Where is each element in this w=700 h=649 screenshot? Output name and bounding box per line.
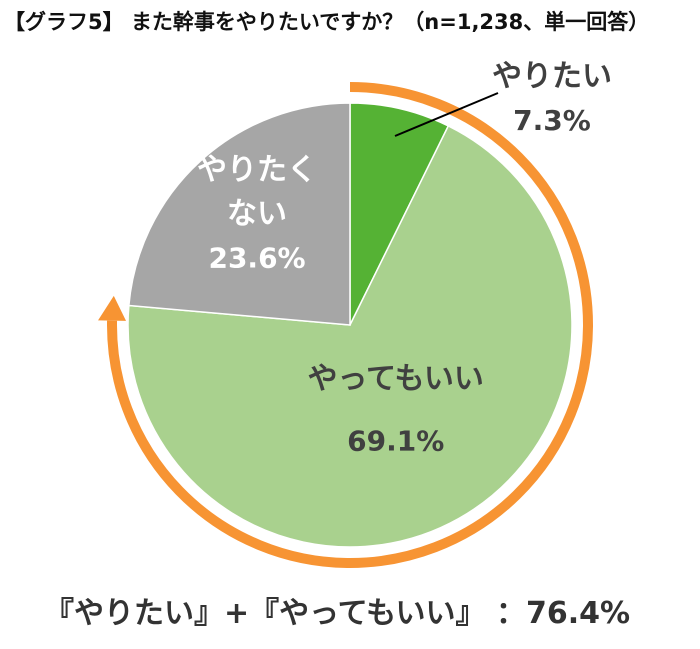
pie-slice-0 [349,102,450,326]
chart-title: 【グラフ5】 また幹事をやりたいですか？（n=1,238、単一回答） [4,10,650,34]
slice-label-2: やりたく [197,152,317,187]
slice-label-2: ない [227,196,287,231]
pie-slices [127,102,573,548]
summary-text: 『やりたい』+『やってもいい』 ：76.4% [44,596,631,631]
pie-slice-2 [128,102,351,326]
slice-value-label-2: 23.6% [208,241,305,274]
highlight-arc [107,82,593,568]
pie-slice-1 [127,124,573,548]
slice-value-label-1: 69.1% [347,424,444,457]
slice-value-label-0: 7.3% [513,104,591,137]
highlight-arrow [98,82,593,568]
slice-label-1: やってもいい [307,361,483,396]
highlight-arrowhead [98,295,127,321]
slice-label-0: やりたい [492,59,612,94]
leader-line-0 [394,92,499,137]
